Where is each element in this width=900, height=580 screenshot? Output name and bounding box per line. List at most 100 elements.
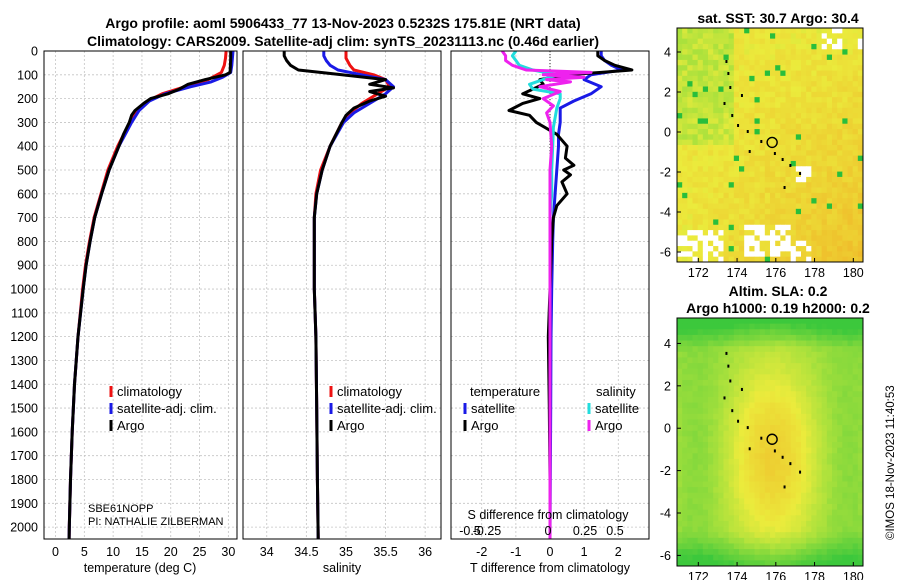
map-cell: [826, 419, 833, 426]
map-cell: [718, 385, 724, 392]
map-cell: [723, 219, 730, 226]
map-cell: [733, 351, 740, 358]
map-cell: [842, 323, 848, 330]
map-cell: [842, 176, 848, 183]
map-cell: [723, 318, 730, 325]
map-cell: [718, 346, 724, 353]
map-cell: [728, 385, 735, 392]
map-cell: [692, 129, 699, 135]
map-cell: [728, 509, 735, 516]
map-cell: [687, 150, 693, 157]
map-cell: [764, 323, 771, 330]
map-cell: [770, 113, 776, 119]
map-cell: [682, 498, 688, 505]
map-cell: [728, 230, 735, 236]
map-cell: [723, 145, 730, 151]
map-cell: [821, 129, 828, 135]
map-cell: [770, 329, 776, 336]
map-cell: [764, 208, 771, 215]
map-cell: [790, 139, 797, 146]
map-cell: [801, 203, 807, 210]
map-cell: [718, 203, 724, 210]
map-cell: [857, 419, 864, 426]
map-cell: [842, 385, 848, 392]
map-cell: [811, 419, 817, 426]
map-cell: [733, 107, 740, 114]
map-cell: [842, 198, 848, 204]
map-cell: [749, 70, 755, 77]
map-cell: [842, 81, 848, 87]
map-cell: [682, 504, 688, 511]
map-cell: [687, 65, 693, 71]
map-cell: [702, 59, 709, 66]
map-cell: [692, 176, 699, 183]
map-cell: [744, 113, 750, 119]
map-cell: [806, 543, 812, 550]
map-cell: [692, 402, 699, 409]
map-cell: [790, 219, 797, 226]
map-cell: [687, 396, 693, 403]
map-cell: [728, 97, 735, 103]
map-cell: [744, 102, 750, 109]
map-cell: [821, 419, 828, 426]
legend-label-t-satellite: satellite: [471, 401, 515, 416]
map-cell: [677, 554, 683, 561]
map-cell: [739, 224, 745, 231]
map-cell: [739, 408, 745, 415]
map-cell: [770, 323, 776, 330]
map-cell: [857, 408, 864, 415]
map-cell: [697, 537, 704, 544]
map-cell: [702, 436, 709, 443]
map-cell: [682, 526, 688, 533]
map-cell: [718, 543, 724, 550]
map-cell: [764, 498, 771, 505]
map-cell: [832, 385, 838, 392]
map-cell: [692, 532, 699, 539]
map-cell: [811, 113, 817, 119]
map-cell: [708, 318, 714, 325]
map-cell: [770, 81, 776, 87]
map-cell: [832, 192, 838, 199]
map-cell: [785, 224, 792, 231]
map-cell: [764, 145, 771, 151]
map-cell: [677, 436, 683, 443]
map-cell: [821, 43, 828, 50]
map-cell: [718, 187, 724, 194]
map-y-tick: 2: [664, 86, 671, 100]
map-cell: [785, 59, 792, 66]
difference-panel-frame: [450, 50, 650, 540]
difference-series-salinity-argo: [500, 51, 593, 539]
map-cell: [837, 520, 843, 527]
map-cell: [744, 219, 750, 226]
map-cell: [733, 246, 740, 252]
map-cell: [702, 33, 709, 40]
map-cell: [754, 487, 761, 494]
map-cell: [852, 419, 859, 426]
map-cell: [754, 113, 761, 119]
map-cell: [739, 554, 745, 561]
map-cell: [780, 447, 786, 454]
map-cell: [718, 134, 724, 141]
map-cell: [857, 334, 864, 341]
map-cell: [687, 49, 693, 55]
map-cell: [852, 526, 859, 533]
map-cell: [816, 182, 823, 188]
map-cell: [692, 208, 699, 215]
map-cell: [837, 532, 843, 539]
map-cell: [718, 86, 724, 93]
map-cell: [723, 155, 730, 162]
map-cell: [852, 49, 859, 55]
map-cell: [739, 396, 745, 403]
map-cell: [785, 208, 792, 215]
map-cell: [847, 203, 854, 210]
map-cell: [785, 192, 792, 199]
map-cell: [702, 86, 709, 93]
difference-series-temperature-satellite: [548, 51, 624, 539]
map-cell: [749, 323, 755, 330]
map-cell: [702, 97, 709, 103]
map-cell: [718, 368, 724, 375]
map-cell: [770, 396, 776, 403]
map-cell: [728, 447, 735, 454]
map-frame: [676, 317, 864, 567]
map-cell: [744, 251, 750, 258]
